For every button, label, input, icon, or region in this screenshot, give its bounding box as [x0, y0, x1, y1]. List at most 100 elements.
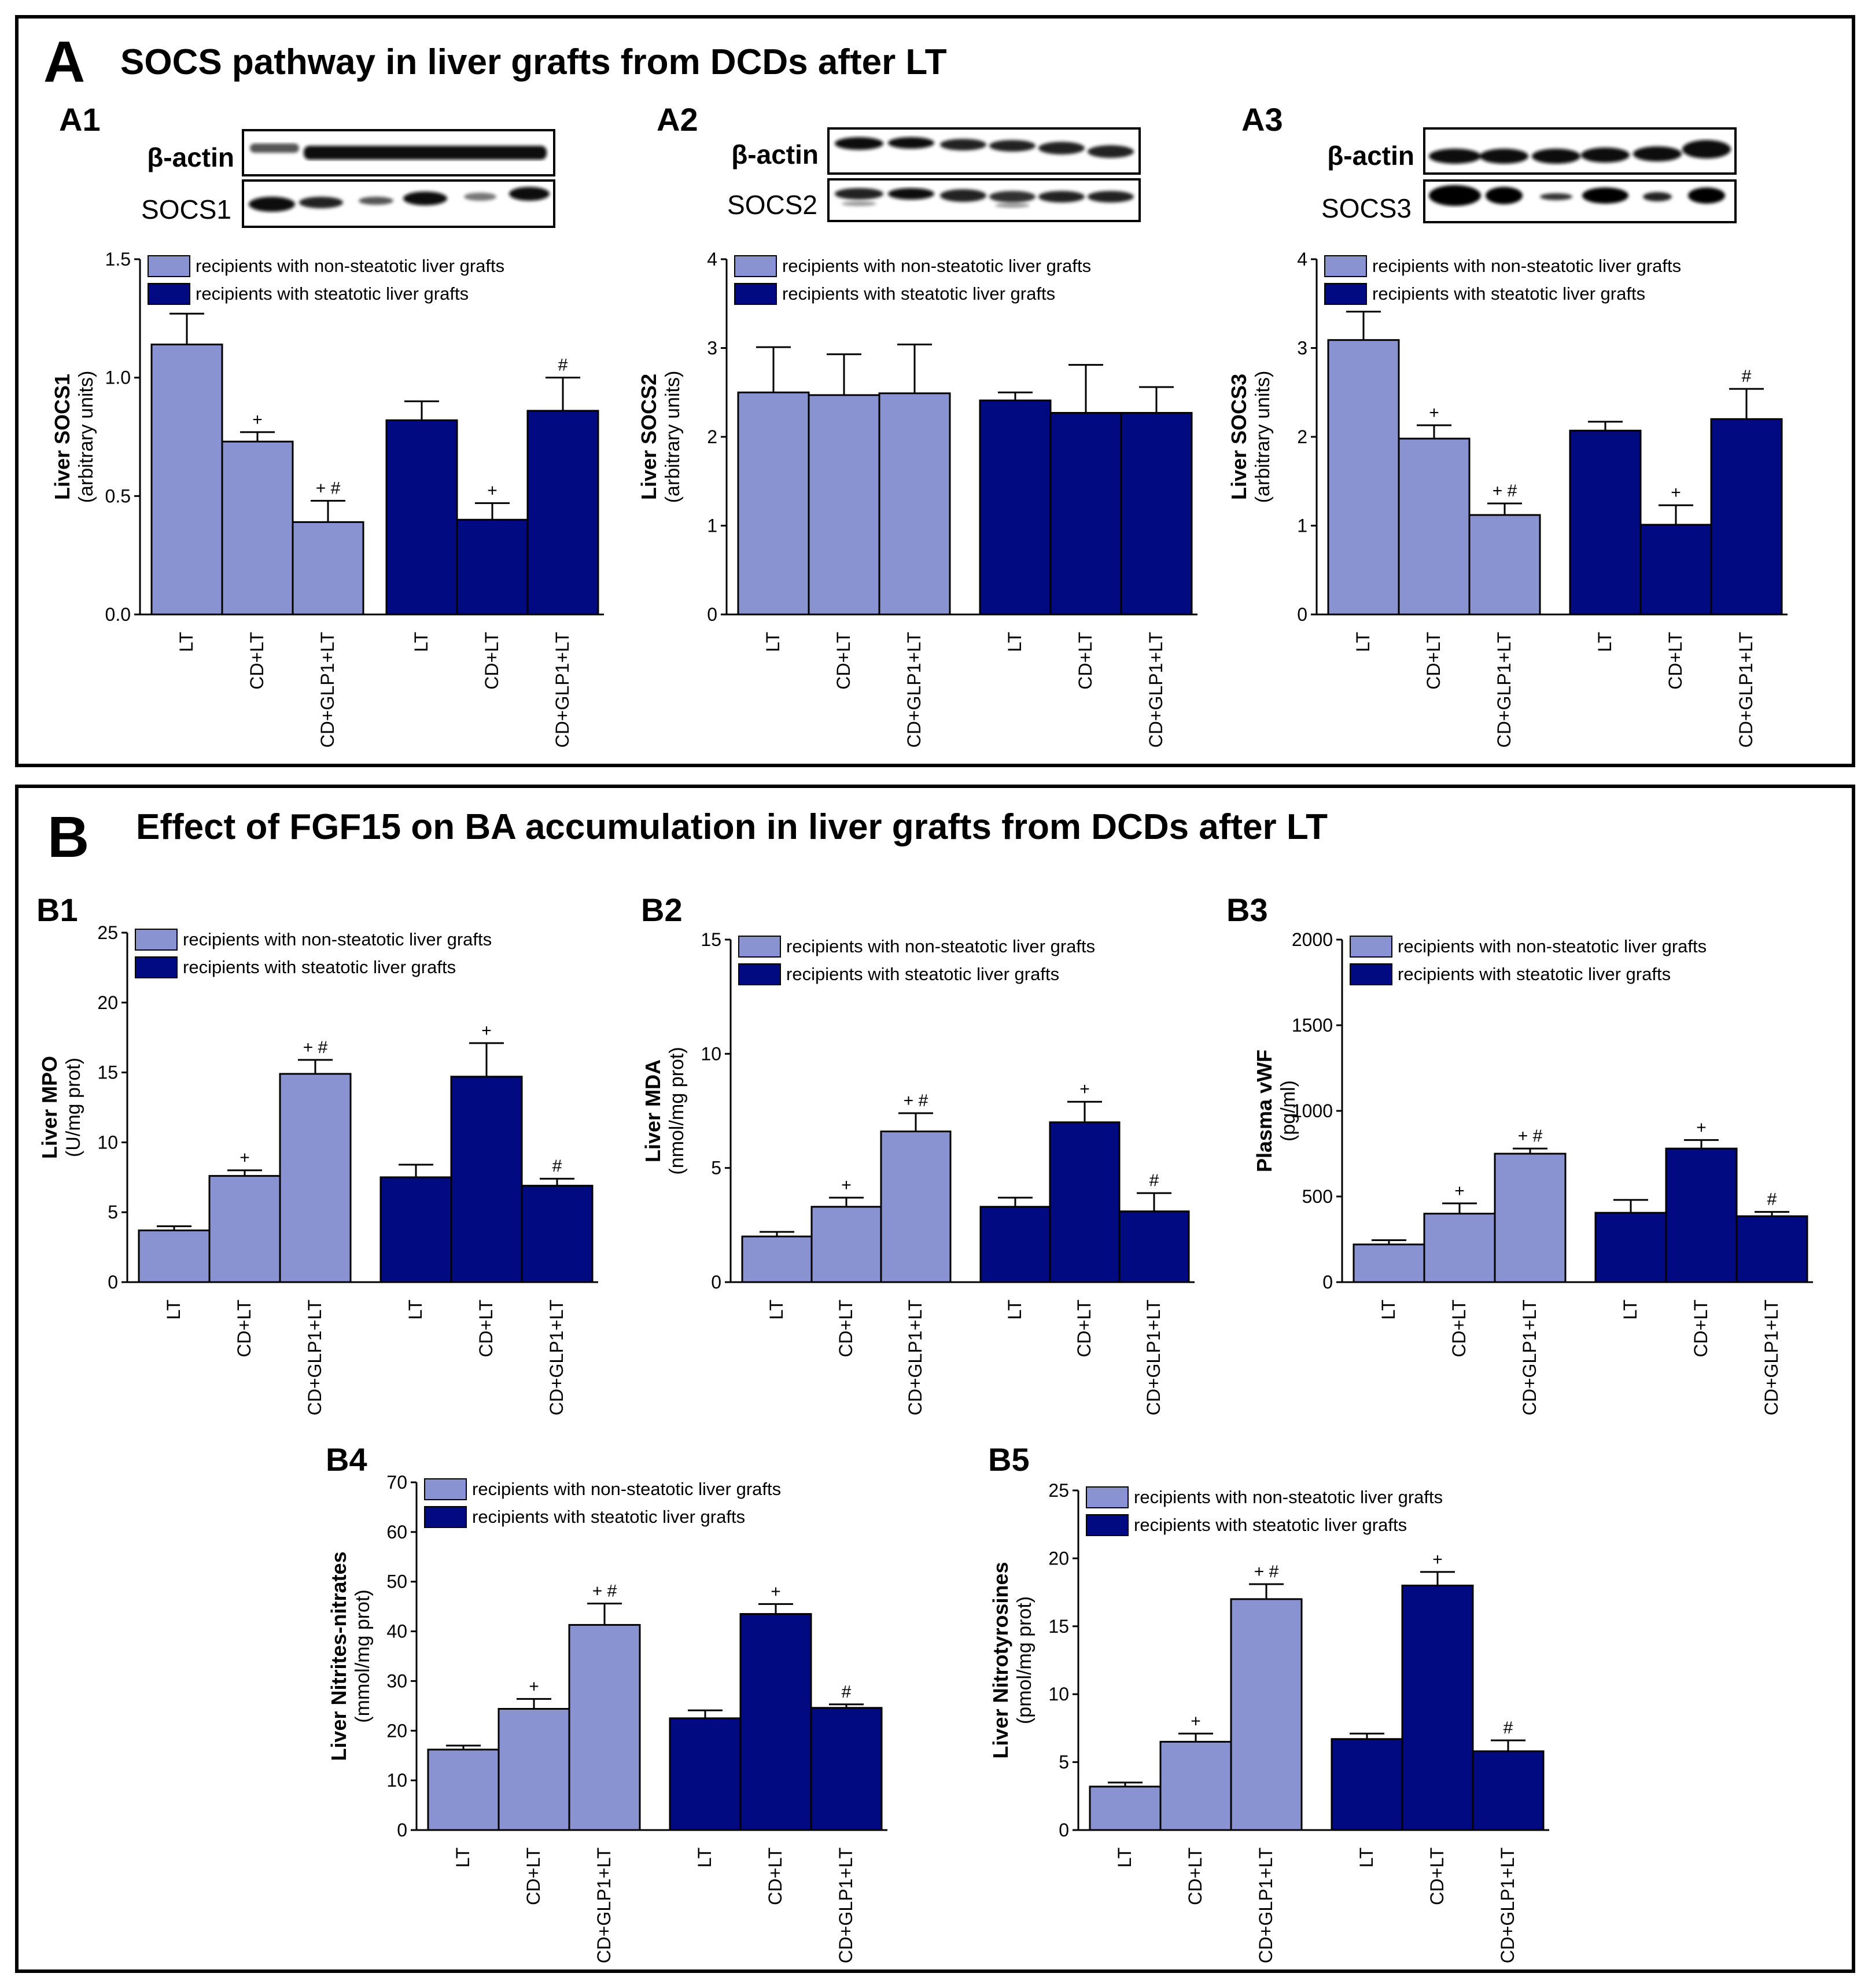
legend-swatch-0 — [148, 255, 190, 277]
significance-mark: + — [1429, 403, 1439, 422]
x-tick-label: LT — [694, 1847, 715, 1868]
x-tick-label: LT — [1378, 1299, 1399, 1320]
x-tick-label: CD+LT — [833, 632, 854, 690]
bar-a2-s1-2 — [1120, 412, 1193, 616]
y-tick-label: 4 — [707, 249, 717, 270]
sub-label-b4: B4 — [326, 1441, 367, 1478]
y-tick-label: 1 — [1297, 516, 1307, 536]
x-tick-label: CD+LT — [1449, 1299, 1469, 1357]
significance-mark: + # — [316, 479, 341, 498]
legend-label-0: recipients with non-steatotic liver graf… — [472, 1479, 781, 1499]
bar-b2-s0-2 — [880, 1131, 952, 1283]
significance-mark: + # — [904, 1091, 928, 1110]
bar-a1-s0-0 — [150, 343, 223, 616]
x-tick-label: LT — [452, 1847, 473, 1868]
chart-b4: 0 10 20 30 40 50 60 70 Liver Nitrites-nitrates (m… — [327, 1472, 887, 1963]
y-axis-units: (arbitrary units) — [662, 371, 684, 503]
legend-label-1: recipients with steatotic liver grafts — [786, 964, 1059, 984]
y-tick-label: 15 — [701, 929, 721, 950]
sub-label-b2: B2 — [641, 892, 683, 928]
x-tick-label: CD+GLP1+LT — [1761, 1299, 1782, 1415]
significance-mark: # — [1149, 1171, 1159, 1190]
y-tick-label: 25 — [97, 922, 118, 943]
bar-a2-s1-1 — [1049, 412, 1122, 616]
x-tick-label: CD+GLP1+LT — [1494, 632, 1514, 748]
y-tick-label: 2000 — [1292, 929, 1333, 950]
y-tick-label: 1.5 — [105, 249, 131, 270]
y-tick-label: 70 — [386, 1472, 407, 1493]
bar-b5-s0-2 — [1230, 1598, 1303, 1831]
x-tick-label: LT — [762, 632, 783, 652]
bar-b1-s0-1 — [208, 1175, 281, 1283]
chart-b3: 0 500 1000 1500 2000 Plasma vWF (pg/ml) recipie… — [1252, 929, 1813, 1415]
y-tick-label: 20 — [386, 1720, 407, 1741]
x-tick-label: CD+GLP1+LT — [1519, 1299, 1540, 1415]
legend-label-0: recipients with non-steatotic liver graf… — [183, 929, 492, 949]
legend-label-0: recipients with non-steatotic liver graf… — [1134, 1487, 1443, 1507]
y-tick-label: 0.0 — [105, 604, 131, 625]
sub-label-a2: A2 — [657, 101, 698, 138]
legend-swatch-1 — [1324, 283, 1367, 305]
legend-swatch-0 — [738, 936, 781, 958]
significance-mark: # — [1767, 1190, 1777, 1209]
x-tick-label: CD+GLP1+LT — [1143, 1299, 1164, 1415]
chart-b5: 0 5 10 15 20 25 Liver Nitrotyrosines (pmol/mg p… — [989, 1480, 1549, 1963]
y-tick-label: 3 — [707, 338, 717, 359]
bar-a3-s1-1 — [1639, 524, 1712, 616]
x-tick-label: CD+LT — [835, 1299, 856, 1357]
bar-b4-s0-0 — [427, 1748, 500, 1831]
bar-b4-s0-1 — [498, 1708, 570, 1831]
x-tick-label: CD+LT — [481, 632, 502, 690]
x-tick-label: LT — [1114, 1847, 1135, 1868]
sub-label-a3: A3 — [1241, 101, 1283, 138]
bar-a3-s1-2 — [1710, 418, 1783, 616]
chart-a1: 0.0 0.5 1.0 1.5 Liver SOCS1 (arbitrary units)… — [50, 249, 604, 748]
significance-mark: + — [529, 1677, 539, 1696]
x-tick-label: CD+LT — [1690, 1299, 1711, 1357]
y-tick-label: 40 — [386, 1621, 407, 1642]
y-axis-units: (pg/ml) — [1277, 1080, 1299, 1142]
x-tick-label: LT — [405, 1299, 426, 1320]
legend-label-1: recipients with steatotic liver grafts — [196, 284, 469, 304]
legend-label-1: recipients with steatotic liver grafts — [782, 284, 1055, 304]
significance-mark: + # — [303, 1038, 328, 1057]
bar-b1-s0-2 — [279, 1073, 352, 1283]
bar-a2-s0-2 — [878, 392, 951, 616]
panel-b-title: Effect of FGF15 on BA accumulation in li… — [136, 807, 1328, 847]
legend-label-0: recipients with non-steatotic liver graf… — [782, 256, 1091, 276]
bar-b3-s0-1 — [1423, 1213, 1496, 1283]
legend-swatch-1 — [1086, 1514, 1129, 1536]
bar-a2-s1-0 — [979, 399, 1052, 616]
y-tick-label: 500 — [1302, 1186, 1333, 1207]
chart-b2: 0 5 10 15 Liver MDA (nmol/mg prot) recipients … — [641, 929, 1195, 1415]
significance-mark: + — [841, 1176, 852, 1195]
legend-label-1: recipients with steatotic liver grafts — [1134, 1515, 1407, 1535]
bar-a1-s0-1 — [221, 440, 294, 616]
significance-mark: + # — [1493, 481, 1517, 500]
y-tick-label: 0 — [1322, 1272, 1333, 1293]
y-tick-label: 2 — [707, 426, 717, 447]
x-tick-label: CD+LT — [234, 1299, 255, 1357]
legend-swatch-0 — [1324, 255, 1367, 277]
x-tick-label: CD+LT — [1423, 632, 1444, 690]
y-tick-label: 1000 — [1292, 1100, 1333, 1121]
bar-b2-s1-2 — [1118, 1210, 1190, 1283]
y-tick-label: 20 — [1048, 1548, 1069, 1569]
legend-label-1: recipients with steatotic liver grafts — [1372, 284, 1645, 304]
y-axis-units: (pmol/mg prot) — [1014, 1596, 1036, 1724]
x-tick-label: LT — [411, 632, 432, 652]
bar-b3-s0-2 — [1494, 1153, 1567, 1283]
significance-mark: # — [842, 1683, 852, 1702]
significance-mark: # — [1742, 367, 1752, 386]
significance-mark: + — [771, 1582, 781, 1601]
bar-a3-s0-2 — [1468, 514, 1541, 616]
x-tick-label: LT — [1356, 1847, 1377, 1868]
bar-b5-s1-2 — [1472, 1750, 1545, 1831]
y-tick-label: 1.0 — [105, 367, 131, 388]
legend-swatch-1 — [734, 283, 777, 305]
x-tick-label: CD+GLP1+LT — [1497, 1847, 1518, 1963]
y-tick-label: 0 — [707, 604, 717, 625]
y-tick-label: 0 — [1059, 1820, 1069, 1840]
bar-b2-s1-0 — [979, 1206, 1051, 1283]
x-tick-label: LT — [1004, 632, 1025, 652]
